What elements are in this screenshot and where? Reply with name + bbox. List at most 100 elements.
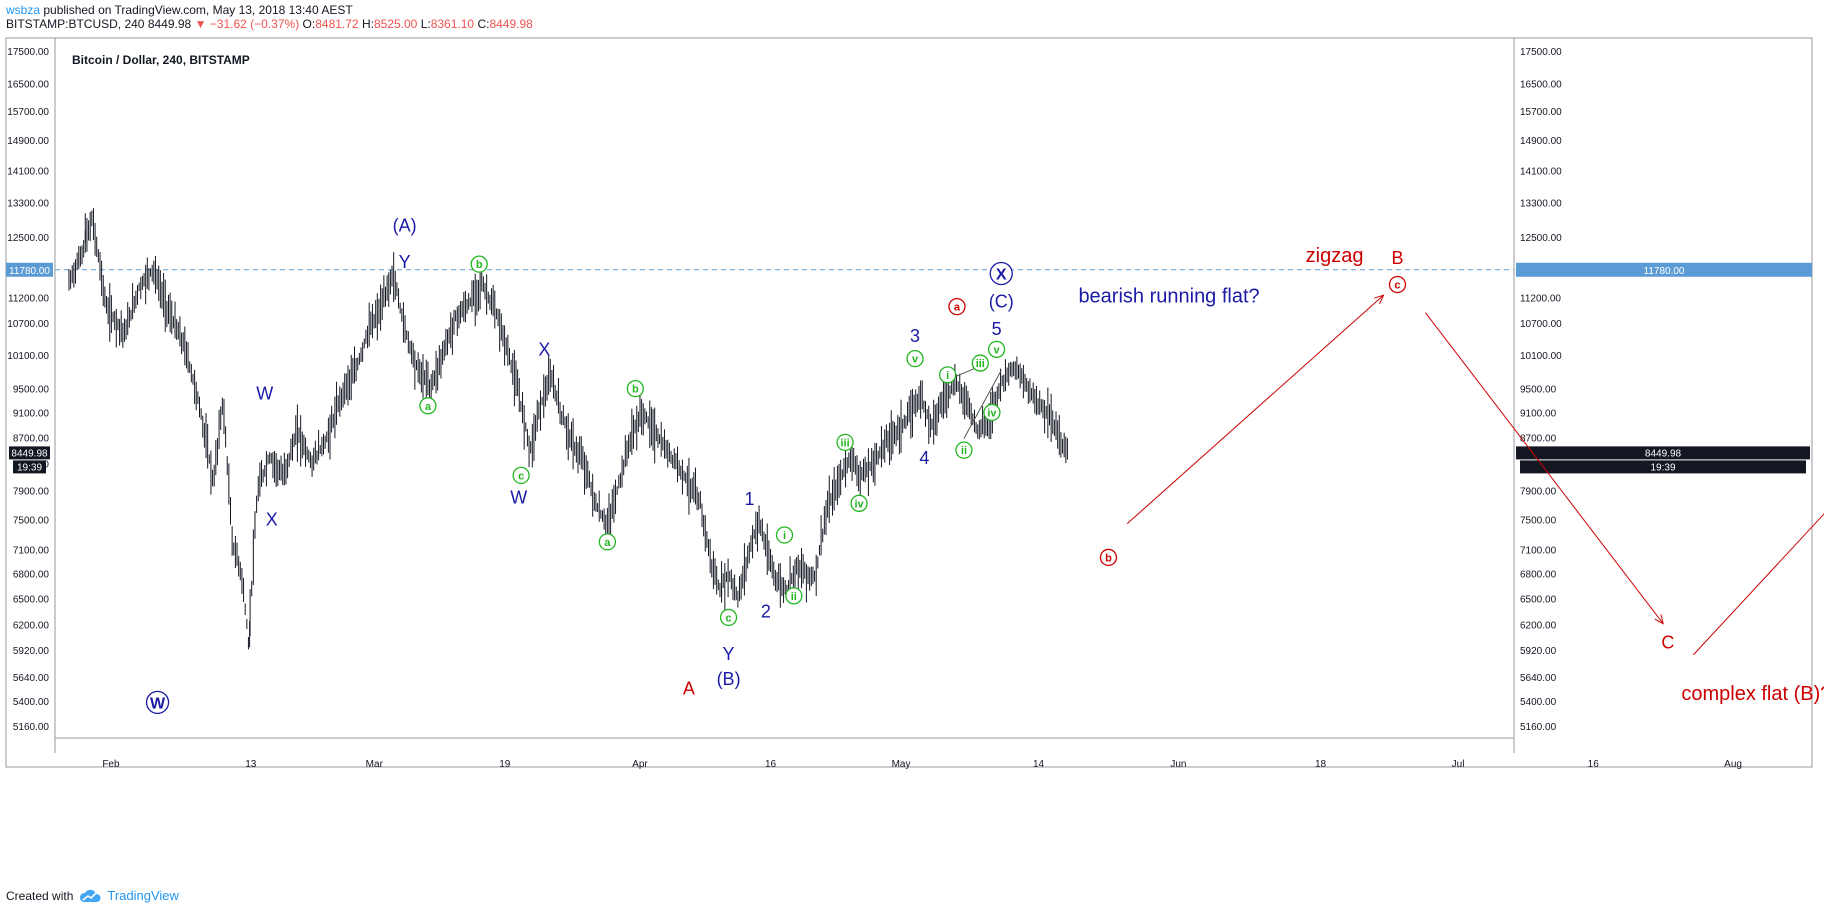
wave-label-circle-6[interactable]: [470, 255, 488, 273]
wave-label-20[interactable]: iii: [841, 437, 850, 449]
wave-label-circle-4[interactable]: [145, 690, 170, 715]
wave-label-33[interactable]: X: [996, 267, 1007, 284]
chart-header: wsbza published on TradingView.com, May …: [6, 3, 533, 31]
y-tick-left-2: 15700.00: [7, 107, 49, 118]
wave-label-9[interactable]: W: [510, 488, 527, 508]
wave-label-14[interactable]: ii: [791, 591, 797, 603]
y-tick-left-6: 12500.00: [7, 233, 49, 244]
wave-label-circle-8[interactable]: [512, 466, 530, 485]
wave-label-2[interactable]: W: [256, 383, 273, 403]
wave-label-37[interactable]: B: [1391, 248, 1403, 268]
wave-label-12[interactable]: 1: [745, 489, 755, 509]
y-tick-left-20: 6200.00: [13, 621, 50, 632]
y-tick-left-8: 11200.00: [8, 294, 49, 305]
wave-label-16[interactable]: c: [726, 612, 732, 624]
wave-label-29[interactable]: 5: [992, 319, 1002, 339]
y-tick-left-9: 10700.00: [7, 319, 49, 330]
wave-label-24[interactable]: 4: [919, 448, 929, 468]
wave-label-30[interactable]: v: [994, 344, 1001, 356]
projection-arrow-0[interactable]: [1126, 295, 1383, 525]
wave-label-32[interactable]: (C): [989, 292, 1014, 312]
wave-label-circle-21[interactable]: [850, 494, 868, 512]
wave-label-1[interactable]: Y: [399, 252, 411, 272]
wave-label-35[interactable]: b: [1105, 552, 1112, 564]
symbol-label: BITSTAMP:BTCUSD, 240: [6, 17, 145, 31]
trend-line-1[interactable]: [963, 370, 1002, 439]
tradingview-cloud-icon: [80, 889, 101, 902]
wave-label-15[interactable]: 2: [761, 601, 771, 621]
wave-label-0[interactable]: (A): [393, 216, 417, 236]
wave-label-28[interactable]: iv: [987, 407, 997, 419]
wave-label-circle-23[interactable]: [906, 349, 924, 368]
wave-label-circle-28[interactable]: [983, 403, 1001, 422]
wave-label-5[interactable]: a: [425, 401, 432, 413]
wave-label-13[interactable]: i: [783, 530, 786, 542]
wave-label-21[interactable]: iv: [854, 498, 864, 510]
wave-label-6[interactable]: b: [476, 259, 483, 271]
wave-label-39[interactable]: C: [1661, 633, 1674, 653]
wave-label-34[interactable]: bearish running flat?: [1078, 286, 1259, 308]
last-price-badge-right: [1516, 446, 1810, 460]
wave-label-circle-10[interactable]: [626, 380, 644, 398]
y-tick-right-3: 14900.00: [1520, 136, 1562, 147]
y-tick-left-5: 13300.00: [7, 199, 49, 210]
wave-label-18[interactable]: (B): [717, 669, 741, 689]
wave-label-27[interactable]: iii: [976, 358, 985, 370]
wave-label-circle-14[interactable]: [785, 587, 803, 605]
wave-label-26[interactable]: ii: [961, 445, 967, 457]
publish-info: published on TradingView.com, May 13, 20…: [43, 3, 353, 17]
wave-label-circle-13[interactable]: [775, 526, 794, 544]
x-tick-1: 13: [245, 759, 257, 770]
wave-label-8[interactable]: c: [518, 470, 524, 482]
wave-label-22[interactable]: 3: [910, 326, 920, 346]
y-tick-right-18: 6800.00: [1520, 569, 1557, 580]
y-tick-left-1: 16500.00: [7, 80, 49, 91]
chart-frame: [5, 37, 1813, 768]
wave-label-4[interactable]: W: [150, 695, 166, 712]
ohlc-line: BITSTAMP:BTCUSD, 240 8449.98 ▼ −31.62 (−…: [6, 17, 533, 31]
wave-label-36[interactable]: zigzag: [1306, 245, 1364, 267]
wave-label-circle-5[interactable]: [419, 397, 437, 415]
y-tick-left-12: 9100.00: [13, 408, 50, 419]
y-tick-left-10: 10100.00: [7, 351, 49, 362]
wave-label-25[interactable]: i: [946, 370, 949, 382]
wave-label-circle-35[interactable]: [1099, 548, 1118, 567]
wave-label-circle-16[interactable]: [719, 608, 738, 627]
y-tick-left-18: 6800.00: [13, 569, 50, 580]
wave-label-circle-11[interactable]: [598, 533, 617, 551]
y-tick-right-22: 5640.00: [1520, 673, 1557, 684]
wave-label-circle-26[interactable]: [955, 441, 973, 459]
wave-label-circle-31[interactable]: [948, 297, 966, 316]
x-tick-11: 16: [1588, 759, 1600, 770]
wave-label-40[interactable]: complex flat (B)?: [1681, 683, 1824, 705]
y-tick-right-17: 7100.00: [1520, 546, 1557, 557]
wave-label-circle-30[interactable]: [987, 340, 1006, 359]
low-label: L:: [420, 17, 431, 31]
y-tick-left-17: 7100.00: [13, 546, 50, 557]
y-tick-right-6: 12500.00: [1520, 233, 1562, 244]
y-tick-left-11: 9500.00: [13, 385, 50, 396]
wave-label-23[interactable]: v: [912, 354, 919, 366]
wave-label-circle-25[interactable]: [938, 366, 957, 384]
wave-label-11[interactable]: a: [604, 537, 611, 549]
wave-label-10[interactable]: b: [632, 384, 639, 396]
wave-label-31[interactable]: a: [954, 302, 961, 314]
wave-label-circle-27[interactable]: [971, 354, 989, 372]
wave-label-circle-38[interactable]: [1388, 275, 1407, 294]
close-value: 8449.98: [489, 17, 533, 31]
wave-label-17[interactable]: Y: [723, 644, 735, 664]
author-link[interactable]: wsbza: [6, 3, 41, 17]
x-tick-4: Apr: [632, 759, 648, 770]
wave-label-circle-20[interactable]: [836, 433, 854, 452]
projection-arrow-1[interactable]: [1425, 312, 1663, 624]
projection-arrow-2[interactable]: [1693, 265, 1824, 656]
y-tick-right-19: 6500.00: [1520, 594, 1557, 605]
last-price: 8449.98: [147, 17, 192, 31]
wave-label-7[interactable]: X: [538, 339, 550, 359]
wave-label-38[interactable]: c: [1394, 279, 1400, 291]
wave-label-circle-33[interactable]: [989, 261, 1013, 286]
tradingview-link[interactable]: TradingView: [107, 888, 179, 903]
wave-label-19[interactable]: A: [683, 679, 695, 699]
wave-label-3[interactable]: X: [266, 509, 278, 529]
